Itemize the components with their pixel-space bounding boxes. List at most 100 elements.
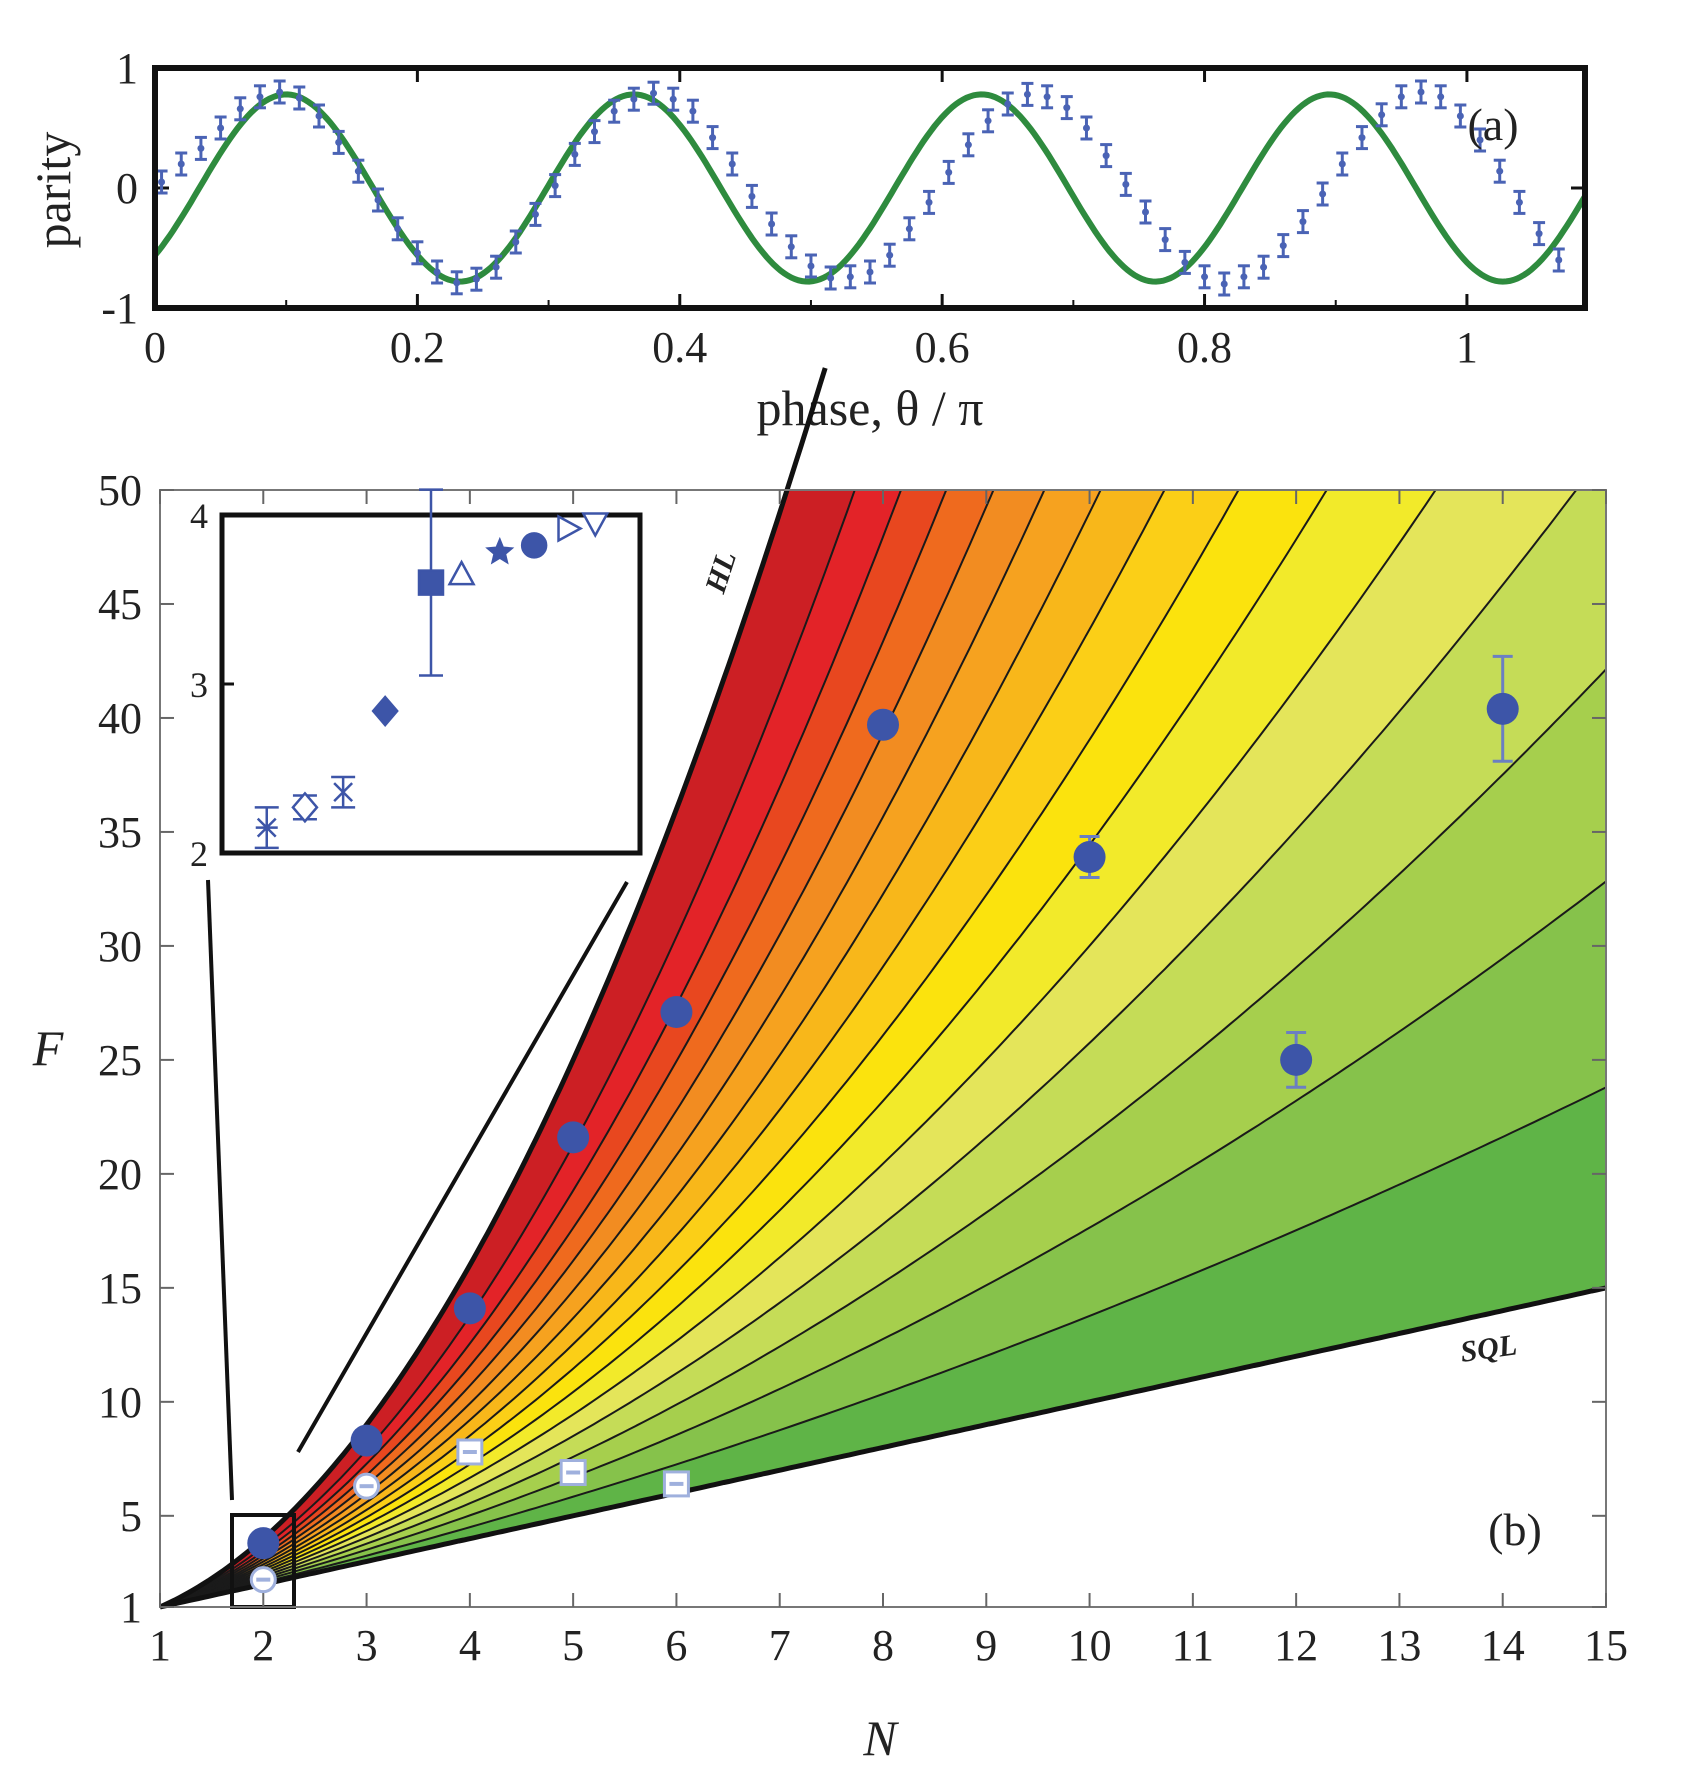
filled-circle-point <box>1280 1031 1313 1089</box>
inset-ticks: 2 3 4 <box>190 496 234 874</box>
parity-data-point <box>1316 181 1329 207</box>
parity-x-label: phase, θ / π <box>757 380 984 436</box>
parity-data-point <box>942 159 955 185</box>
parity-data-point <box>1552 247 1565 273</box>
parity-data-point <box>1474 127 1487 153</box>
fisher-x-tick-label: 5 <box>562 1621 584 1670</box>
parity-data-point <box>568 141 581 167</box>
fisher-x-tick-label: 4 <box>459 1621 481 1670</box>
inset-point-diamond <box>291 791 319 824</box>
parity-data-point <box>647 80 660 106</box>
parity-data-point <box>234 96 247 122</box>
color-band-2 <box>160 490 901 1607</box>
parity-x-tick-label: 1 <box>1456 323 1478 372</box>
parity-data-point <box>1336 151 1349 177</box>
parity-data-point <box>1100 143 1113 169</box>
parity-data-point <box>667 86 680 112</box>
fisher-y-tick-label: 1 <box>120 1583 142 1632</box>
color-bands <box>160 490 1606 1607</box>
parity-data-point <box>450 270 463 296</box>
contour-line <box>160 1086 1606 1607</box>
parity-data-point <box>1041 84 1054 110</box>
open-marker-point <box>662 1470 690 1498</box>
fisher-y-tick-label: 30 <box>98 922 142 971</box>
inset-y-tick-label: 3 <box>190 665 208 705</box>
inset-data <box>254 488 610 850</box>
inset-plot: 2 3 4 <box>190 488 643 874</box>
parity-x-tick-label: 0 <box>144 323 166 372</box>
parity-data-point <box>923 189 936 215</box>
open-marker-point <box>559 1459 587 1487</box>
parity-x-tick-label: 0.2 <box>390 323 445 372</box>
parity-panel: 0 0.2 0.4 0.6 0.8 1-101 parity phase, θ / π (… <box>25 44 1588 436</box>
fisher-y-tick-label: 35 <box>98 808 142 857</box>
filled-circle-point <box>1486 654 1519 763</box>
parity-data-point <box>431 259 444 285</box>
parity-data-point <box>372 187 385 213</box>
fisher-y-tick-label: 10 <box>98 1378 142 1427</box>
parity-x-tick-label: 0.8 <box>1177 323 1232 372</box>
parity-data-point <box>588 119 601 145</box>
contour-line <box>160 490 1166 1607</box>
parity-y-label: parity <box>25 132 81 249</box>
parity-data-point <box>529 201 542 227</box>
parity-data-point <box>490 254 503 280</box>
fisher-x-tick-label: 11 <box>1172 1621 1214 1670</box>
parity-data-point <box>509 229 522 255</box>
parity-data-point <box>765 211 778 237</box>
color-band-3 <box>160 490 947 1607</box>
parity-data-point <box>982 108 995 134</box>
parity-data-point <box>1296 209 1309 235</box>
parity-data-point <box>1139 199 1152 225</box>
parity-data-point <box>175 151 188 177</box>
parity-data-point <box>745 183 758 209</box>
fisher-y-tick-label: 20 <box>98 1150 142 1199</box>
filled-circle-point <box>1073 834 1106 880</box>
open-marker-point <box>353 1472 381 1500</box>
color-band-5 <box>160 490 1045 1607</box>
parity-y-tick-label: 0 <box>116 164 138 213</box>
parity-data-point <box>1513 189 1526 215</box>
parity-data-point <box>824 265 837 291</box>
fisher-y-tick-label: 40 <box>98 694 142 743</box>
contour-line <box>160 490 1328 1607</box>
inset-connector-line <box>206 879 234 1501</box>
parity-data-point <box>1533 221 1546 247</box>
parity-data-point <box>194 135 207 161</box>
color-band-6 <box>160 490 1101 1607</box>
parity-data-point <box>706 125 719 151</box>
color-band-7 <box>160 490 1165 1607</box>
parity-data-point <box>1395 84 1408 110</box>
fisher-x-tick-label: 3 <box>356 1621 378 1670</box>
inset-point-triangle-down <box>581 512 610 539</box>
parity-data-point <box>627 86 640 112</box>
parity-data-point <box>391 216 404 242</box>
inset-y-tick-label: 2 <box>190 834 208 874</box>
contour-line <box>160 490 1578 1607</box>
fisher-y-tick-label: 25 <box>98 1036 142 1085</box>
parity-data-point <box>352 158 365 184</box>
fisher-y-tick-label: 45 <box>98 580 142 629</box>
parity-data-point <box>1257 254 1270 280</box>
parity-data-point <box>1277 233 1290 259</box>
parity-data-point <box>332 129 345 155</box>
contour-line <box>160 490 1240 1607</box>
color-band-8 <box>160 490 1239 1607</box>
fisher-y-label: F <box>32 1020 64 1076</box>
parity-data-point <box>293 85 306 111</box>
parity-data-point <box>312 103 325 129</box>
color-band-15 <box>160 1087 1606 1607</box>
fisher-x-tick-label: 12 <box>1274 1621 1318 1670</box>
filled-circle-point <box>350 1424 383 1457</box>
contour-line <box>160 668 1606 1607</box>
inset-point-xbar <box>331 775 356 809</box>
contour-line <box>160 490 903 1607</box>
fisher-y-tick-label: 15 <box>98 1264 142 1313</box>
parity-data-point <box>1001 91 1014 117</box>
contour-line <box>160 490 1437 1607</box>
inset-point-asterisk <box>254 806 279 850</box>
fisher-x-tick-label: 14 <box>1481 1621 1525 1670</box>
fisher-y-tick-label: 50 <box>98 466 142 515</box>
color-band-9 <box>160 490 1327 1607</box>
parity-data-point <box>1119 171 1132 197</box>
